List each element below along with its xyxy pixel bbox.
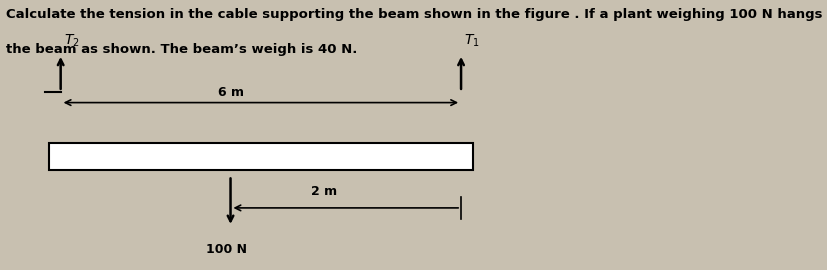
Text: the beam as shown. The beam’s weigh is 40 N.: the beam as shown. The beam’s weigh is 4…: [6, 43, 357, 56]
Bar: [49, 143, 472, 170]
Text: 2 m: 2 m: [311, 185, 337, 198]
Text: 100 N: 100 N: [206, 243, 247, 256]
Text: $T_1$: $T_1$: [463, 32, 479, 49]
Text: $T_2$: $T_2$: [64, 32, 79, 49]
Text: 6 m: 6 m: [218, 86, 243, 99]
Text: Calculate the tension in the cable supporting the beam shown in the figure . If : Calculate the tension in the cable suppo…: [6, 8, 827, 21]
